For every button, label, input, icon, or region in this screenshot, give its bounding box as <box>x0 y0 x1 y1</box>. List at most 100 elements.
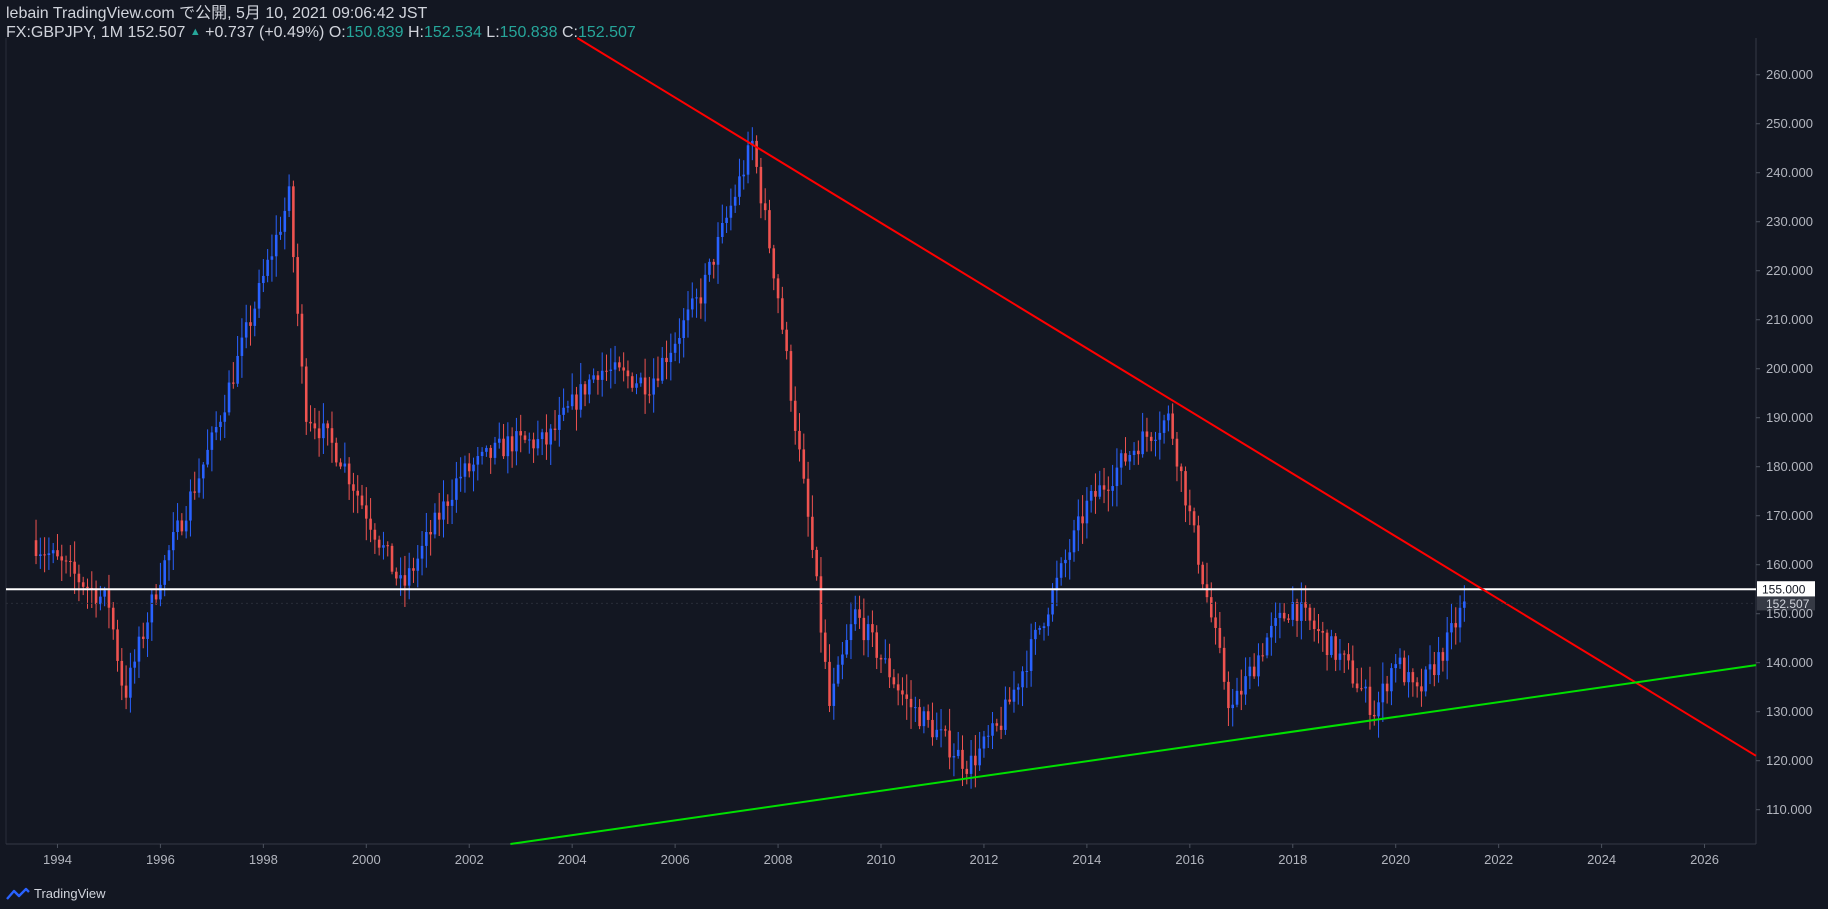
candle-body <box>1167 413 1170 421</box>
candle-body <box>1407 672 1410 683</box>
candle-body <box>1360 688 1363 690</box>
tradingview-logo-icon <box>6 887 30 900</box>
x-tick-label: 2018 <box>1278 852 1307 867</box>
open-value: 150.839 <box>345 24 404 41</box>
candle-body <box>879 657 883 660</box>
candle-body <box>146 622 149 639</box>
candle-body <box>669 352 673 363</box>
low-value: 150.838 <box>499 24 558 41</box>
candle-body <box>1347 654 1350 661</box>
candle-body <box>635 383 638 388</box>
candle-body <box>1141 431 1144 455</box>
candle-body <box>317 428 321 439</box>
candle-body <box>742 174 746 177</box>
candle-body <box>450 499 454 506</box>
candle-body <box>570 394 574 407</box>
level-price-label: 155.000 <box>1762 583 1806 597</box>
candle-body <box>1312 620 1316 630</box>
candle-body <box>1235 690 1239 705</box>
candle-body <box>1184 471 1187 506</box>
y-tick-label: 140.000 <box>1766 655 1813 670</box>
candle-body <box>326 423 329 429</box>
y-tick-label: 130.000 <box>1766 704 1813 719</box>
candle-body <box>1115 467 1119 487</box>
candle-body <box>733 196 737 206</box>
candle-body <box>159 584 162 600</box>
candle-body <box>845 640 848 655</box>
price-change: +0.737 (+0.49%) <box>205 24 325 41</box>
candle-body <box>1029 639 1033 671</box>
candle-body <box>1295 602 1299 621</box>
candle-body <box>382 545 385 548</box>
candle-body <box>296 257 299 314</box>
candle-body <box>360 495 364 506</box>
candle-body <box>386 545 390 547</box>
candle-body <box>643 377 647 395</box>
x-tick-label: 2004 <box>558 852 587 867</box>
candle-body <box>823 632 827 662</box>
candle-body <box>1042 626 1046 629</box>
candle-body <box>1248 666 1252 677</box>
candle-body <box>853 609 857 625</box>
candle-body <box>197 478 201 493</box>
candle-body <box>914 707 917 709</box>
candle-body <box>339 462 342 467</box>
candle-body <box>459 476 462 479</box>
x-tick-label: 2020 <box>1381 852 1410 867</box>
candle-body <box>219 421 222 428</box>
candle-body <box>781 298 784 330</box>
candle-body <box>43 554 46 556</box>
candle-body <box>214 427 218 433</box>
candle-body <box>699 297 703 304</box>
candle-body <box>407 568 411 586</box>
candle-body <box>1059 563 1063 578</box>
candle-body <box>184 520 188 532</box>
x-tick-label: 1994 <box>43 852 72 867</box>
candle-body <box>583 384 587 395</box>
candle-body <box>437 512 441 520</box>
candle-body <box>1102 485 1106 490</box>
candle-body <box>1450 623 1453 633</box>
candle-body <box>652 378 655 395</box>
candle-body <box>918 707 921 727</box>
price-axis[interactable]: 110.000 120.000 130.000 140.000 150.000 160.0… <box>1756 67 1813 817</box>
time-axis[interactable]: 1994 1996 1998 2000 2002 2004 2006 2008 2010 2012… <box>43 844 1719 867</box>
candle-body <box>1072 530 1076 553</box>
candle-body <box>1094 490 1097 497</box>
candle-body <box>1321 631 1325 633</box>
candle-body <box>673 343 677 353</box>
candle-body <box>99 596 102 605</box>
candle-body <box>1149 436 1153 441</box>
candle-body <box>519 431 522 436</box>
candle-body <box>1068 552 1072 560</box>
candle-body <box>369 518 372 530</box>
candle-body <box>776 278 780 299</box>
candle-body <box>1158 432 1162 440</box>
candle-body <box>399 575 402 579</box>
candle-body <box>575 394 578 410</box>
candle-body <box>1034 629 1037 640</box>
candle-body <box>660 357 664 381</box>
candle-body <box>167 550 171 561</box>
candle-body <box>626 370 630 377</box>
candle-body <box>1077 516 1080 531</box>
candle-body <box>926 711 930 720</box>
candle-body <box>974 755 977 766</box>
candle-body <box>1330 636 1333 656</box>
candle-body <box>1107 489 1110 491</box>
candle-body <box>154 594 158 600</box>
candle-body <box>986 735 990 737</box>
candle-body <box>266 259 269 276</box>
candle-body <box>815 549 818 577</box>
candle-body <box>995 723 999 726</box>
candle-body <box>1304 602 1307 608</box>
candle-body <box>485 447 488 452</box>
candle-body <box>729 205 733 218</box>
candle-body <box>978 748 981 766</box>
candle-body <box>1424 669 1428 692</box>
candle-body <box>1188 505 1192 512</box>
candle-body <box>588 379 591 395</box>
candle-body <box>476 456 480 465</box>
candle-body <box>433 512 437 535</box>
